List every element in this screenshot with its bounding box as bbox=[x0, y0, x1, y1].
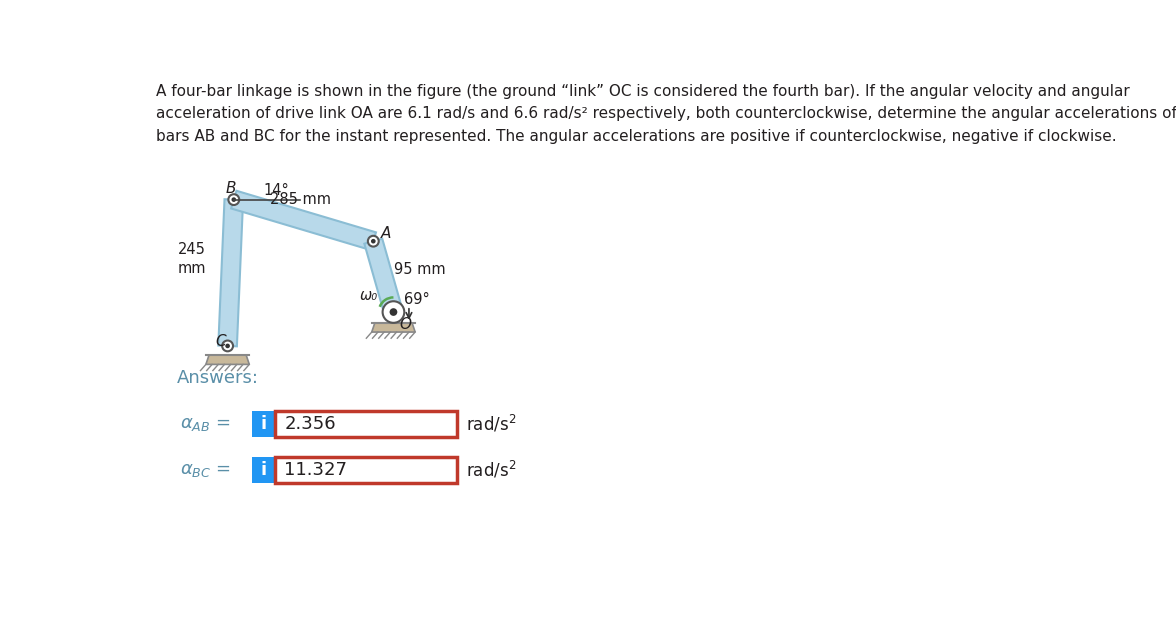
FancyBboxPatch shape bbox=[275, 457, 457, 483]
Text: rad/s$^2$: rad/s$^2$ bbox=[467, 413, 516, 434]
Text: 2.356: 2.356 bbox=[285, 415, 336, 432]
Text: 285 mm: 285 mm bbox=[270, 192, 332, 207]
Text: C: C bbox=[215, 334, 226, 349]
Text: 95 mm: 95 mm bbox=[394, 261, 446, 276]
Text: 11.327: 11.327 bbox=[285, 461, 347, 479]
Text: ω₀: ω₀ bbox=[360, 288, 377, 303]
Circle shape bbox=[228, 194, 239, 205]
Text: Answers:: Answers: bbox=[176, 369, 259, 387]
Polygon shape bbox=[365, 239, 402, 314]
FancyBboxPatch shape bbox=[275, 411, 457, 437]
Text: A: A bbox=[381, 226, 392, 241]
Text: A four-bar linkage is shown in the figure (the ground “link” OC is considered th: A four-bar linkage is shown in the figur… bbox=[156, 84, 1176, 144]
Circle shape bbox=[232, 197, 236, 202]
Text: O: O bbox=[400, 317, 412, 332]
Circle shape bbox=[222, 341, 233, 351]
Text: B: B bbox=[226, 181, 236, 196]
Text: 14°: 14° bbox=[263, 183, 289, 198]
Text: 69°: 69° bbox=[405, 292, 430, 308]
Polygon shape bbox=[232, 191, 376, 250]
Text: $\alpha_{BC}$ =: $\alpha_{BC}$ = bbox=[180, 461, 230, 479]
Circle shape bbox=[226, 344, 230, 348]
Polygon shape bbox=[206, 355, 249, 364]
Circle shape bbox=[382, 301, 405, 323]
Text: 245
mm: 245 mm bbox=[178, 242, 206, 276]
FancyBboxPatch shape bbox=[252, 411, 275, 437]
Text: i: i bbox=[260, 461, 266, 479]
Circle shape bbox=[368, 236, 379, 246]
Text: $\alpha_{AB}$ =: $\alpha_{AB}$ = bbox=[180, 415, 230, 432]
Text: i: i bbox=[260, 415, 266, 432]
Text: rad/s$^2$: rad/s$^2$ bbox=[467, 459, 516, 480]
Polygon shape bbox=[372, 323, 415, 332]
Polygon shape bbox=[219, 199, 243, 346]
Circle shape bbox=[370, 239, 375, 243]
Circle shape bbox=[389, 308, 397, 316]
FancyBboxPatch shape bbox=[252, 457, 275, 483]
